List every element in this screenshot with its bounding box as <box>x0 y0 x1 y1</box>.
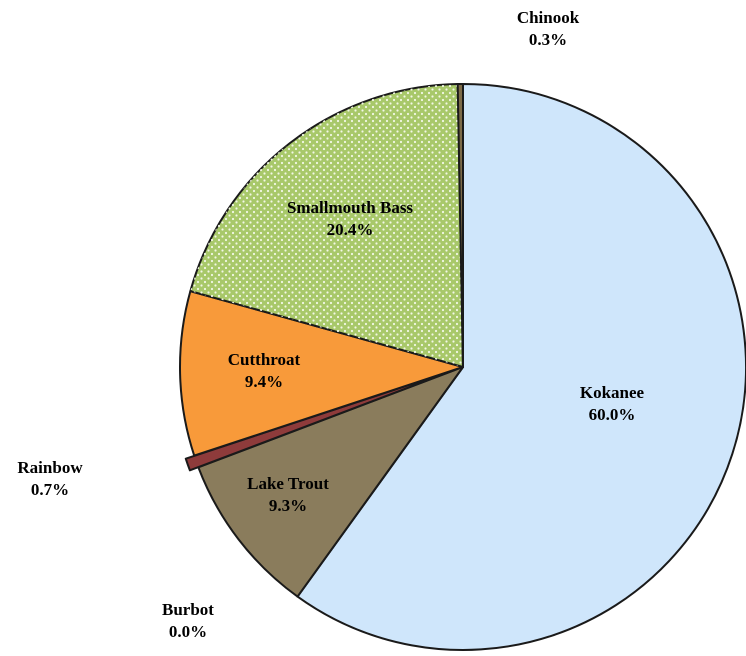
slice-value-label: 20.4% <box>327 220 374 239</box>
slice-name: Rainbow <box>17 458 83 477</box>
pie-slice <box>296 83 746 651</box>
labels: Kokanee 60.0% Burbot 0.0% Lake Trout 9.3% Rain… <box>17 8 644 641</box>
slice-value-label: 9.3% <box>269 496 307 515</box>
slice-value-label: 0.7% <box>31 480 69 499</box>
pie-slice <box>197 366 464 598</box>
slice-name: Lake Trout <box>247 474 329 493</box>
slice-value-label: 60.0% <box>589 405 636 424</box>
slice-name: Burbot <box>162 600 214 619</box>
pie <box>179 83 746 651</box>
slice-name: Smallmouth Bass <box>287 198 413 217</box>
slice-name: Kokanee <box>580 383 645 402</box>
slice-value-label: 0.3% <box>529 30 567 49</box>
slice-name: Cutthroat <box>228 350 301 369</box>
pie-slice <box>184 369 456 472</box>
slice-value-label: 9.4% <box>245 372 283 391</box>
slice-value-label: 0.0% <box>169 622 207 641</box>
slice-name: Chinook <box>517 8 580 27</box>
pie-slice <box>456 83 464 368</box>
slice-texture <box>190 84 464 367</box>
pie-slice <box>179 290 464 457</box>
